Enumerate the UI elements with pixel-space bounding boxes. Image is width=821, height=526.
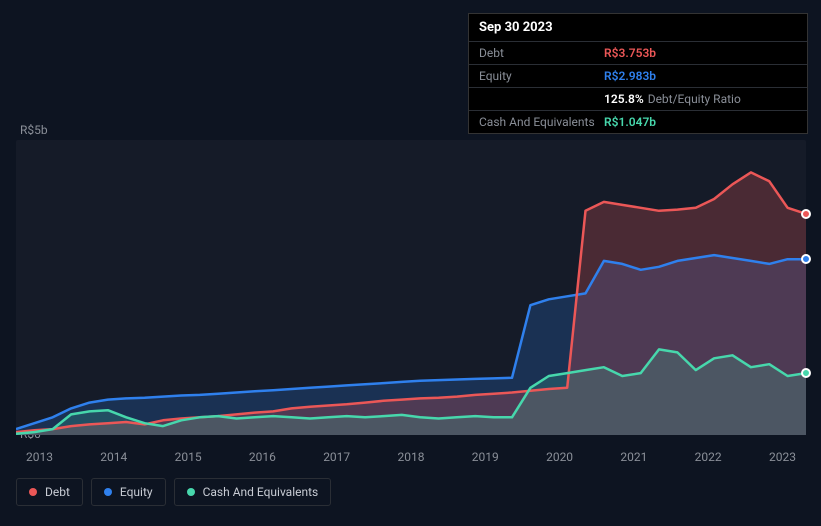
x-axis-labels: 2013 2014 2015 2016 2017 2018 2019 2020 2021 2022…: [16, 450, 806, 464]
tooltip-row-label: [479, 92, 604, 106]
x-axis-label: 2017: [323, 450, 350, 464]
x-axis-label: 2014: [100, 450, 127, 464]
tooltip-row: EquityR$2.983b: [469, 65, 807, 88]
tooltip-row-sub: Debt/Equity Ratio: [648, 92, 741, 106]
legend-dot-icon: [29, 488, 37, 496]
legend-label: Equity: [120, 485, 153, 499]
legend: Debt Equity Cash And Equivalents: [16, 478, 331, 506]
legend-item[interactable]: Equity: [91, 478, 166, 506]
legend-label: Cash And Equivalents: [203, 485, 319, 499]
legend-item[interactable]: Debt: [16, 478, 83, 506]
x-axis-label: 2021: [620, 450, 647, 464]
tooltip-row-value: R$1.047b: [604, 115, 656, 129]
x-axis-label: 2018: [397, 450, 424, 464]
tooltip-row-label: Cash And Equivalents: [479, 115, 604, 129]
legend-dot-icon: [104, 488, 112, 496]
debt-end-dot: [801, 209, 811, 219]
x-axis-label: 2023: [769, 450, 796, 464]
tooltip-row-value: R$3.753b: [604, 46, 656, 60]
legend-dot-icon: [187, 488, 195, 496]
tooltip-row-value: 125.8%Debt/Equity Ratio: [604, 92, 741, 106]
legend-item[interactable]: Cash And Equivalents: [174, 478, 332, 506]
tooltip-row: DebtR$3.753b: [469, 42, 807, 65]
tooltip-date: Sep 30 2023: [469, 14, 807, 42]
tooltip-row-value: R$2.983b: [604, 69, 656, 83]
x-axis-label: 2015: [175, 450, 202, 464]
legend-label: Debt: [45, 485, 70, 499]
x-axis-label: 2019: [472, 450, 499, 464]
x-axis-label: 2022: [695, 450, 722, 464]
x-axis-label: 2013: [26, 450, 53, 464]
chart-plot: [16, 140, 806, 435]
tooltip-panel: Sep 30 2023 DebtR$3.753bEquityR$2.983b12…: [468, 13, 808, 134]
tooltip-row-label: Debt: [479, 46, 604, 60]
cash-end-dot: [801, 368, 811, 378]
x-axis-label: 2020: [546, 450, 573, 464]
x-axis-label: 2016: [249, 450, 276, 464]
tooltip-row-label: Equity: [479, 69, 604, 83]
chart-area: [16, 130, 806, 440]
equity-end-dot: [801, 254, 811, 264]
chart-svg: [16, 140, 806, 435]
tooltip-row: 125.8%Debt/Equity Ratio: [469, 88, 807, 111]
